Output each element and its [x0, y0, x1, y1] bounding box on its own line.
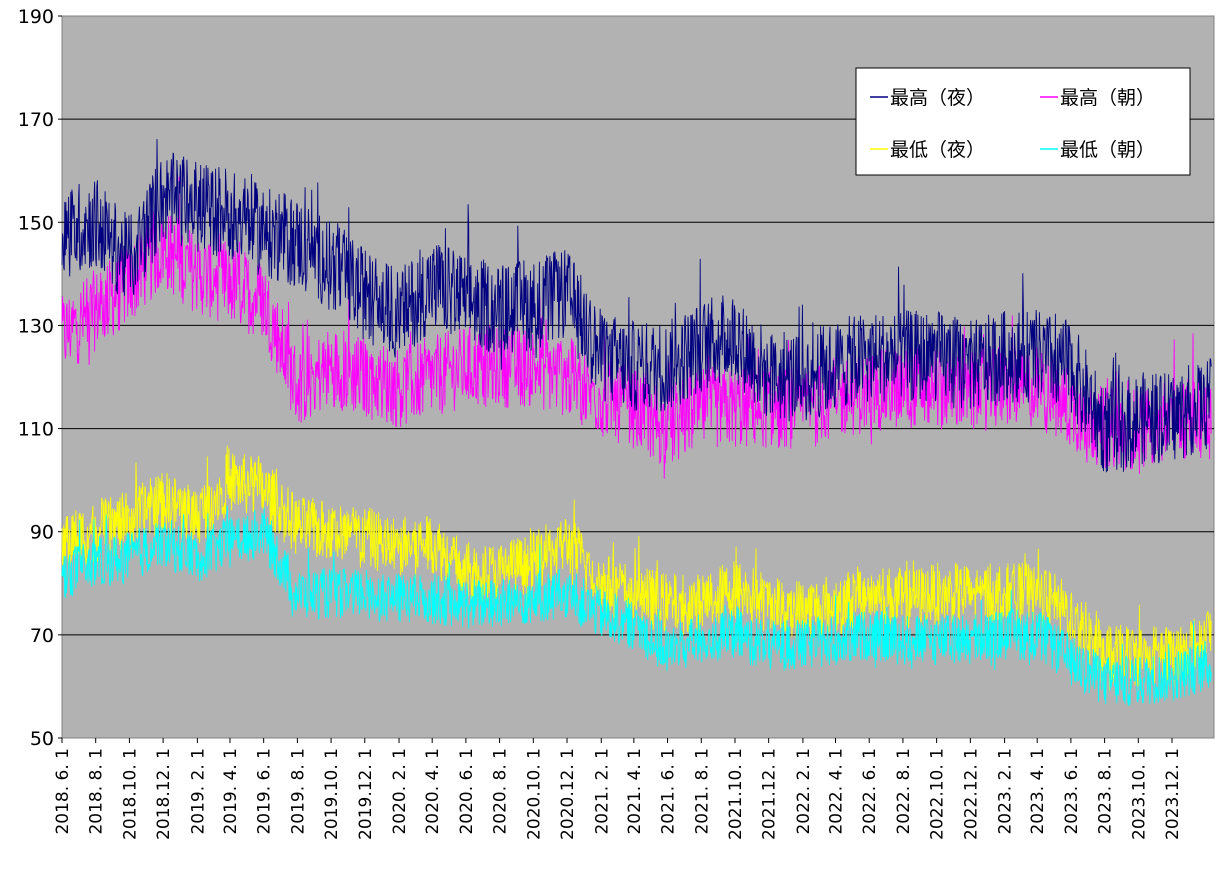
y-tick-label: 170: [18, 109, 54, 131]
y-tick-label: 190: [18, 6, 54, 28]
x-tick-label: 2022. 8. 1: [894, 748, 914, 835]
x-tick-label: 2023.12. 1: [1163, 748, 1183, 840]
x-tick-label: 2022. 6. 1: [860, 748, 880, 835]
x-tick-label: 2018.12. 1: [154, 748, 174, 840]
x-tick-label: 2018. 6. 1: [53, 748, 73, 835]
x-tick-label: 2023. 2. 1: [996, 748, 1016, 835]
x-tick-label: 2023.10. 1: [1129, 748, 1149, 840]
y-tick-label: 150: [18, 212, 54, 234]
x-tick-label: 2018. 8. 1: [87, 748, 107, 835]
x-tick-label: 2019. 6. 1: [255, 748, 275, 835]
y-tick-label: 90: [30, 522, 54, 544]
x-tick-label: 2021. 2. 1: [592, 748, 612, 835]
x-tick-label: 2020. 4. 1: [423, 748, 443, 835]
legend: 最高（夜） 最高（朝） 最低（夜） 最低（朝）: [855, 67, 1191, 176]
x-tick-label: 2021. 6. 1: [659, 748, 679, 835]
y-tick-label: 50: [30, 728, 54, 750]
x-axis: 2018. 6. 1 2018. 8. 1 2018.10. 1 2018.12. 1…: [53, 738, 1183, 840]
x-tick-label: 2019.12. 1: [356, 748, 376, 840]
series-line-1: [61, 176, 1212, 479]
x-tick-label: 2020. 8. 1: [491, 748, 511, 835]
x-tick-label: 2022.12. 1: [961, 748, 981, 840]
x-tick-label: 2022. 2. 1: [794, 748, 814, 835]
y-tick-label: 110: [18, 419, 54, 441]
series-line-3: [61, 505, 1212, 706]
x-tick-label: 2018.10. 1: [120, 748, 140, 840]
x-tick-label: 2019. 2. 1: [188, 748, 208, 835]
x-tick-label: 2020.12. 1: [558, 748, 578, 840]
x-tick-label: 2023. 8. 1: [1096, 748, 1116, 835]
legend-label-0: 最高（夜）: [890, 87, 985, 109]
legend-label-2: 最低（夜）: [890, 139, 985, 161]
x-tick-label: 2019. 4. 1: [221, 748, 241, 835]
x-tick-label: 2020.10. 1: [524, 748, 544, 840]
x-tick-label: 2021.12. 1: [760, 748, 780, 840]
x-tick-label: 2021. 4. 1: [625, 748, 645, 835]
x-tick-label: 2021. 8. 1: [692, 748, 712, 835]
legend-label-1: 最高（朝）: [1060, 87, 1155, 109]
x-tick-label: 2019.10. 1: [322, 748, 342, 840]
x-tick-label: 2022.10. 1: [928, 748, 948, 840]
y-axis: 50 70 90 110 130 150 170 190: [18, 6, 62, 750]
y-tick-label: 70: [30, 625, 54, 647]
x-tick-label: 2022. 4. 1: [827, 748, 847, 835]
x-tick-label: 2021.10. 1: [726, 748, 746, 840]
series-line-2: [61, 445, 1212, 691]
legend-label-3: 最低（朝）: [1060, 139, 1155, 161]
y-tick-label: 130: [18, 315, 54, 337]
x-tick-label: 2020. 6. 1: [457, 748, 477, 835]
x-tick-label: 2020. 2. 1: [390, 748, 410, 835]
legend-box: [855, 67, 1191, 176]
x-tick-label: 2023. 4. 1: [1028, 748, 1048, 835]
series-layer: [61, 138, 1212, 706]
series-line-0: [61, 138, 1212, 473]
x-tick-label: 2023. 6. 1: [1062, 748, 1082, 835]
x-tick-label: 2019. 8. 1: [288, 748, 308, 835]
